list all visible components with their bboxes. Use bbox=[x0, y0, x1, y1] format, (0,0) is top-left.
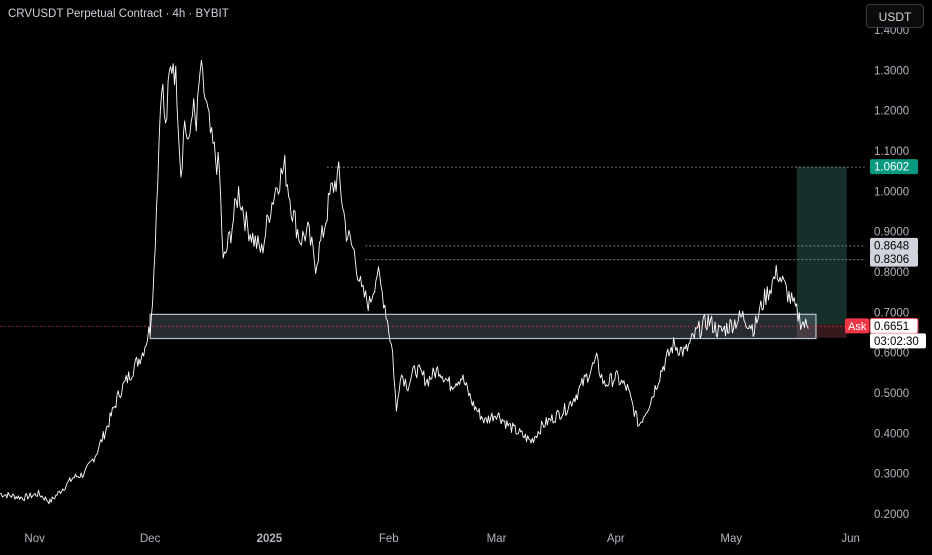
x-tick-label-5: Apr bbox=[607, 533, 625, 545]
y-tick-label-11: 1.3000 bbox=[874, 65, 909, 77]
y-tick-label-8: 1.0000 bbox=[874, 186, 909, 198]
chart-title: CRVUSDT Perpetual Contract · 4h · BYBIT bbox=[8, 8, 229, 20]
x-tick-label-1: Dec bbox=[140, 533, 161, 545]
x-tick-label-3: Feb bbox=[379, 533, 399, 545]
y-tick-label-0: 0.2000 bbox=[874, 509, 909, 521]
y-tick-label-9: 1.1000 bbox=[874, 146, 909, 158]
x-tick-label-6: May bbox=[720, 533, 742, 545]
level-tag-2: 0.8306 bbox=[874, 254, 909, 266]
price-series-line bbox=[0, 59, 809, 505]
y-tick-label-1: 0.3000 bbox=[874, 469, 909, 481]
y-tick-label-2: 0.4000 bbox=[874, 428, 909, 440]
ask-label: Ask bbox=[848, 321, 867, 333]
y-tick-label-6: 0.8000 bbox=[874, 267, 909, 279]
y-tick-label-10: 1.2000 bbox=[874, 106, 909, 118]
x-tick-label-0: Nov bbox=[24, 533, 45, 545]
ask-countdown: 03:02:30 bbox=[874, 336, 919, 348]
level-tag-2-box bbox=[870, 251, 918, 267]
y-tick-label-3: 0.5000 bbox=[874, 388, 909, 400]
level-tag-target-box bbox=[870, 159, 918, 175]
level-tag-target: 1.0602 bbox=[874, 162, 909, 174]
y-tick-label-12: 1.4000 bbox=[874, 25, 909, 37]
currency-button[interactable]: USDT bbox=[866, 4, 924, 28]
ask-label-box bbox=[845, 318, 869, 334]
ask-countdown-box bbox=[870, 333, 926, 349]
position-loss-zone bbox=[796, 324, 847, 338]
y-tick-label-5: 0.7000 bbox=[874, 307, 909, 319]
x-tick-label-2: 2025 bbox=[257, 533, 283, 545]
x-tick-label-4: Mar bbox=[487, 533, 507, 545]
x-tick-label-7: Jun bbox=[841, 533, 860, 545]
level-tag-1-box bbox=[870, 237, 918, 253]
ask-value: 0.6651 bbox=[874, 321, 909, 333]
y-tick-label-4: 0.6000 bbox=[874, 348, 909, 360]
y-tick-label-7: 0.9000 bbox=[874, 227, 909, 239]
level-tag-1: 0.8648 bbox=[874, 240, 909, 252]
